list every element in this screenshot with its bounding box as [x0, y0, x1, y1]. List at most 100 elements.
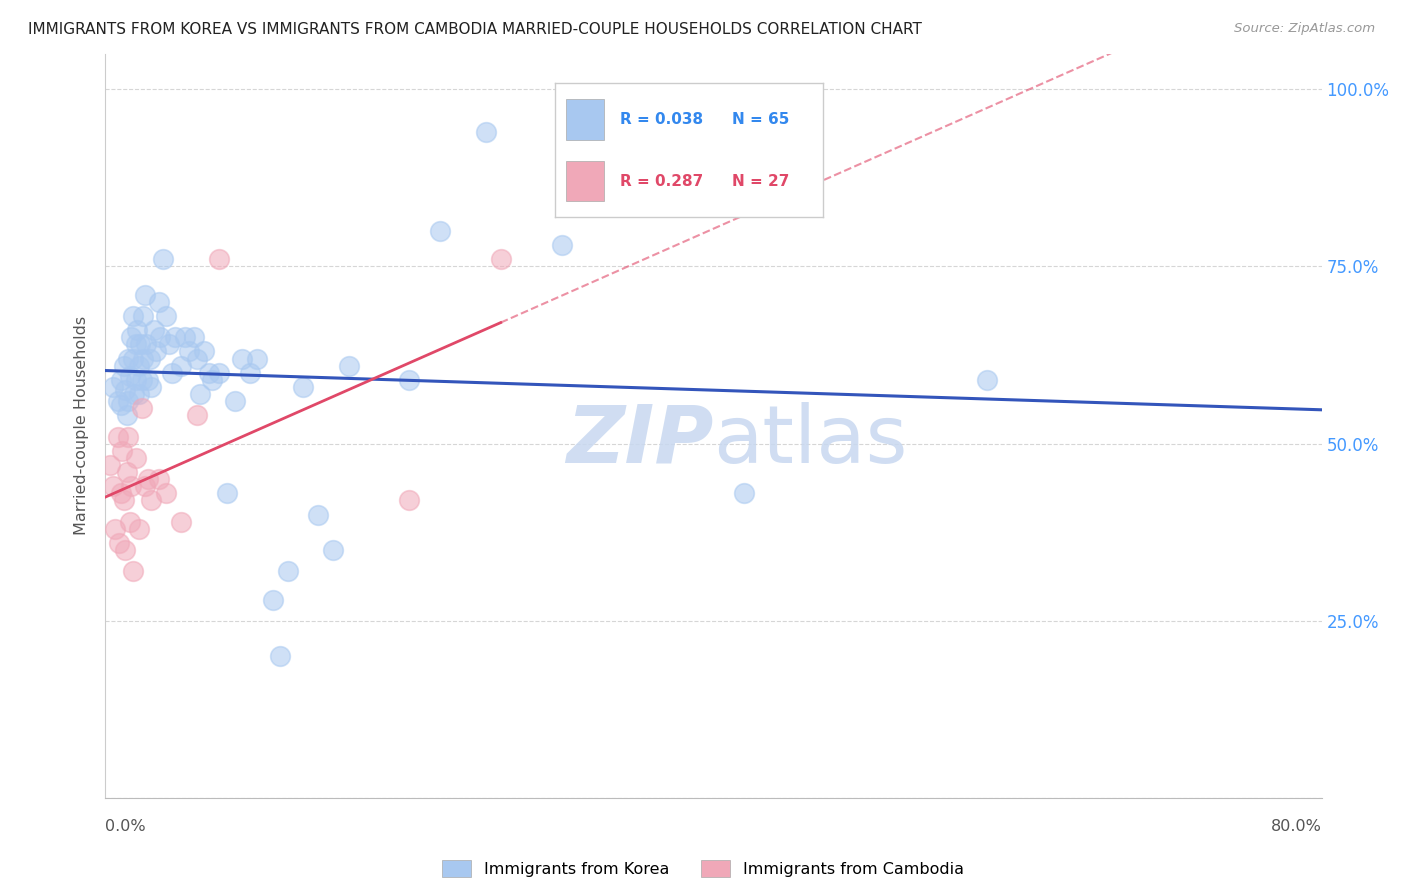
Point [112, 359, 135, 373]
Point [114, 384, 136, 398]
Point [262, 592, 284, 607]
Point [108, 536, 131, 550]
Point [224, 394, 246, 409]
Legend: Immigrants from Korea, Immigrants from Cambodia: Immigrants from Korea, Immigrants from C… [443, 860, 963, 877]
Point [217, 486, 239, 500]
Point [474, 124, 496, 138]
Point [155, 486, 177, 500]
Text: 80.0%: 80.0% [1271, 820, 1322, 834]
Point [277, 565, 299, 579]
Point [246, 351, 269, 366]
Point [193, 344, 215, 359]
Text: ZIP: ZIP [567, 401, 713, 480]
Point [139, 380, 162, 394]
Point [120, 479, 142, 493]
Point [550, 238, 572, 252]
Point [337, 359, 360, 373]
Point [132, 351, 155, 366]
Point [114, 543, 136, 558]
Point [121, 565, 143, 579]
Point [128, 359, 150, 373]
Point [112, 493, 135, 508]
Point [292, 380, 315, 394]
Point [148, 294, 170, 309]
Point [733, 486, 755, 500]
Point [110, 398, 132, 412]
Point [143, 323, 166, 337]
Point [107, 394, 129, 409]
Point [170, 359, 193, 373]
Point [198, 366, 221, 380]
Point [269, 649, 291, 664]
Text: Source: ZipAtlas.com: Source: ZipAtlas.com [1234, 22, 1375, 36]
Point [125, 373, 148, 387]
Point [145, 344, 167, 359]
Point [239, 366, 262, 380]
Point [976, 373, 998, 387]
Point [155, 309, 177, 323]
Point [117, 351, 139, 366]
Point [138, 351, 160, 366]
Point [139, 493, 162, 508]
Point [118, 515, 141, 529]
Point [117, 394, 139, 409]
Point [129, 337, 152, 351]
Point [165, 330, 187, 344]
Point [131, 401, 153, 416]
Point [125, 337, 148, 351]
Point [149, 330, 172, 344]
Point [131, 373, 153, 387]
Point [307, 508, 329, 522]
Point [152, 252, 174, 267]
Point [231, 351, 253, 366]
Text: IMMIGRANTS FROM KOREA VS IMMIGRANTS FROM CAMBODIA MARRIED-COUPLE HOUSEHOLDS CORR: IMMIGRANTS FROM KOREA VS IMMIGRANTS FROM… [28, 22, 922, 37]
Point [186, 409, 208, 423]
Point [101, 479, 124, 493]
Point [103, 522, 125, 536]
Text: 0.0%: 0.0% [105, 820, 146, 834]
Point [398, 493, 420, 508]
Point [128, 387, 150, 401]
Point [110, 486, 132, 500]
Y-axis label: Married-couple Households: Married-couple Households [75, 317, 90, 535]
Point [120, 330, 142, 344]
Point [162, 366, 184, 380]
Point [208, 252, 231, 267]
Point [398, 373, 420, 387]
Point [188, 387, 211, 401]
Point [183, 330, 205, 344]
Point [135, 337, 157, 351]
Point [121, 351, 143, 366]
Point [157, 337, 180, 351]
Text: atlas: atlas [713, 401, 908, 480]
Point [208, 366, 231, 380]
Point [121, 309, 143, 323]
Point [173, 330, 195, 344]
Point [132, 309, 155, 323]
Point [134, 287, 156, 301]
Point [110, 373, 132, 387]
Point [170, 515, 193, 529]
Point [136, 373, 159, 387]
Point [115, 465, 138, 479]
Point [124, 387, 146, 401]
Point [201, 373, 224, 387]
Point [128, 522, 150, 536]
Point [429, 224, 451, 238]
Point [101, 380, 124, 394]
Point [115, 409, 138, 423]
Point [136, 472, 159, 486]
Point [489, 252, 512, 267]
Point [186, 351, 208, 366]
Point [134, 479, 156, 493]
Point [111, 443, 134, 458]
Point [118, 369, 141, 384]
Point [177, 344, 200, 359]
Point [125, 450, 148, 465]
Point [148, 472, 170, 486]
Point [117, 429, 139, 443]
Point [322, 543, 344, 558]
Point [127, 323, 149, 337]
Point [107, 429, 129, 443]
Point [98, 458, 121, 472]
